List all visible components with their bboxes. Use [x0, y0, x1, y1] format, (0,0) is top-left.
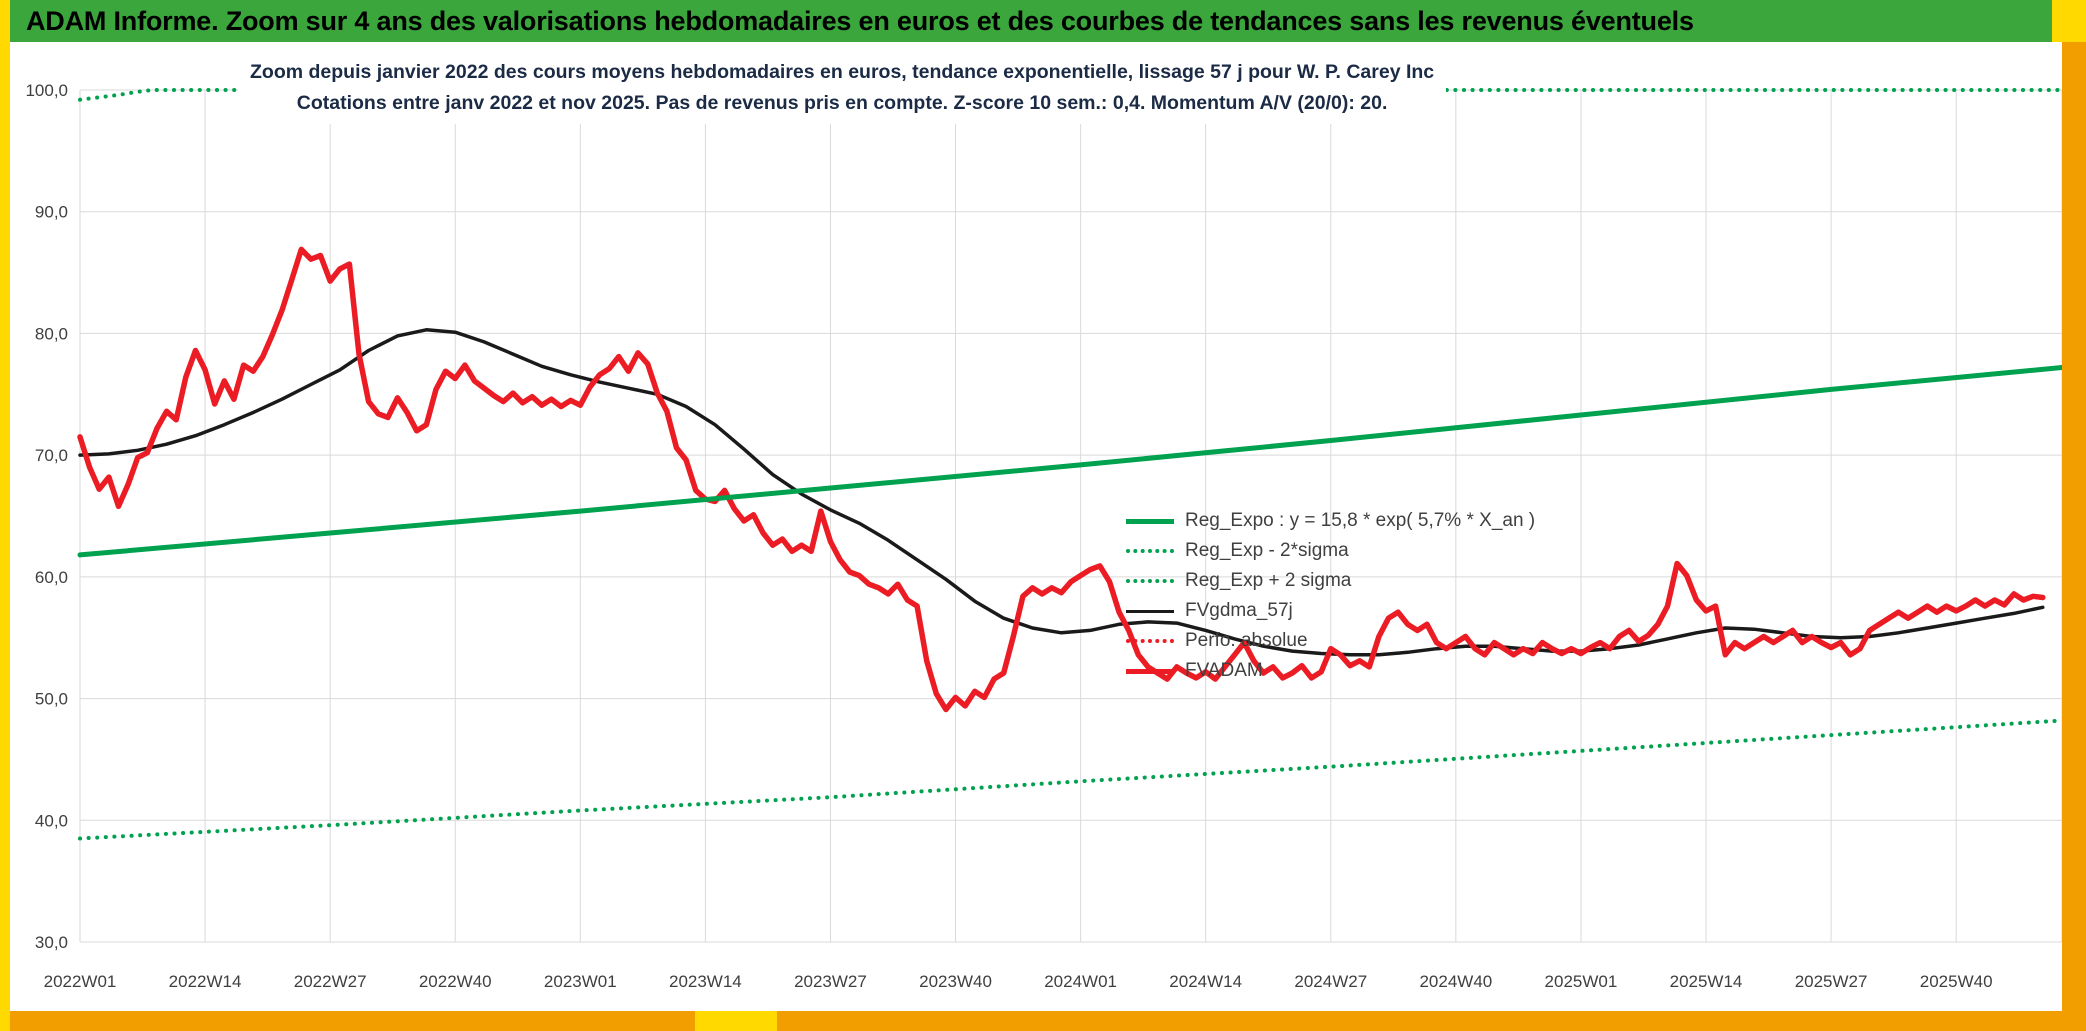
x-axis-tick-label: 2023W27	[794, 972, 867, 991]
y-axis-tick-label: 90,0	[35, 203, 68, 222]
legend-label: FVgdma_57j	[1185, 600, 1293, 621]
y-axis-tick-label: 100,0	[25, 81, 68, 100]
chart-title-line1: Zoom depuis janvier 2022 des cours moyen…	[250, 61, 1435, 83]
y-axis-tick-label: 60,0	[35, 568, 68, 587]
frame-top-right-corner	[2052, 0, 2086, 42]
chart-legend: Reg_Expo : y = 15,8 * exp( 5,7% * X_an )…	[1126, 506, 1535, 686]
legend-line-sample-icon	[1126, 609, 1174, 613]
x-axis-tick-label: 2023W01	[544, 972, 617, 991]
legend-item-reg-exp-plus-2sigma: Reg_Exp + 2 sigma	[1126, 566, 1535, 596]
x-axis-tick-label: 2022W14	[169, 972, 242, 991]
legend-label: Reg_Expo : y = 15,8 * exp( 5,7% * X_an )	[1185, 510, 1536, 531]
legend-label: Perfo. absolue	[1185, 630, 1308, 651]
legend-line-sample-icon	[1126, 668, 1174, 674]
x-axis-tick-label: 2024W14	[1169, 972, 1242, 991]
legend-item-reg-exp-minus-2sigma: Reg_Exp - 2*sigma	[1126, 536, 1535, 566]
x-axis-tick-label: 2023W40	[919, 972, 992, 991]
y-axis-tick-label: 50,0	[35, 690, 68, 709]
x-axis-tick-label: 2022W01	[44, 972, 117, 991]
legend-label: Reg_Exp - 2*sigma	[1185, 540, 1349, 561]
x-axis-tick-label: 2025W14	[1670, 972, 1743, 991]
x-axis-tick-label: 2022W27	[294, 972, 367, 991]
chart-plot: 100,0 90,0 80,0 70,0 60,0 50,0 40,0 30,0 2022W01…	[25, 81, 2062, 991]
series-reg_exp_minus_2sigma	[78, 718, 2062, 841]
y-axis-tick-label: 70,0	[35, 446, 68, 465]
x-axis-tick-label: 2024W01	[1044, 972, 1117, 991]
frame-right-strip	[2062, 42, 2086, 1031]
legend-line-sample-icon	[1126, 549, 1174, 553]
series-reg_expo	[77, 365, 2062, 558]
chart-title: Zoom depuis janvier 2022 des cours moyen…	[238, 52, 1447, 124]
legend-line-sample-icon	[1126, 518, 1174, 524]
chart-title-line2: Cotations entre janv 2022 et nov 2025. P…	[296, 92, 1388, 114]
legend-item-fvadam: FVADAM	[1126, 656, 1535, 686]
x-axis-tick-label: 2024W27	[1294, 972, 1367, 991]
header-bar: ADAM Informe. Zoom sur 4 ans des valoris…	[10, 0, 2052, 42]
chart-area: 100,0 90,0 80,0 70,0 60,0 50,0 40,0 30,0 2022W01…	[0, 42, 2062, 1011]
legend-item-reg-expo: Reg_Expo : y = 15,8 * exp( 5,7% * X_an )	[1126, 506, 1535, 536]
x-axis-tick-label: 2023W14	[669, 972, 742, 991]
x-axis-tick-label: 2024W40	[1419, 972, 1492, 991]
x-axis-tick-label: 2025W27	[1795, 972, 1868, 991]
x-axis-tick-label: 2025W40	[1920, 972, 1993, 991]
legend-line-sample-icon	[1126, 639, 1174, 643]
legend-label: FVADAM	[1185, 660, 1263, 681]
x-axis-tick-label: 2022W40	[419, 972, 492, 991]
legend-line-sample-icon	[1126, 579, 1174, 583]
legend-item-perfo-absolue: Perfo. absolue	[1126, 626, 1535, 656]
frame-bottom-bar	[10, 1011, 2086, 1031]
series-reg_exp_plus_2sigma	[78, 88, 2062, 102]
x-axis-tick-label: 2025W01	[1545, 972, 1618, 991]
y-axis-tick-label: 40,0	[35, 811, 68, 830]
series-fvadam	[77, 246, 2046, 713]
y-axis-tick-label: 30,0	[35, 933, 68, 952]
series-fvgdma_57j	[78, 328, 2045, 657]
legend-label: Reg_Exp + 2 sigma	[1185, 570, 1352, 591]
legend-item-fvgdma-57j: FVgdma_57j	[1126, 596, 1535, 626]
frame-left-strip	[0, 0, 10, 1031]
header-title: ADAM Informe. Zoom sur 4 ans des valoris…	[26, 5, 1694, 36]
frame-bottom-yellow-segment	[695, 1011, 777, 1031]
y-axis-tick-label: 80,0	[35, 324, 68, 343]
